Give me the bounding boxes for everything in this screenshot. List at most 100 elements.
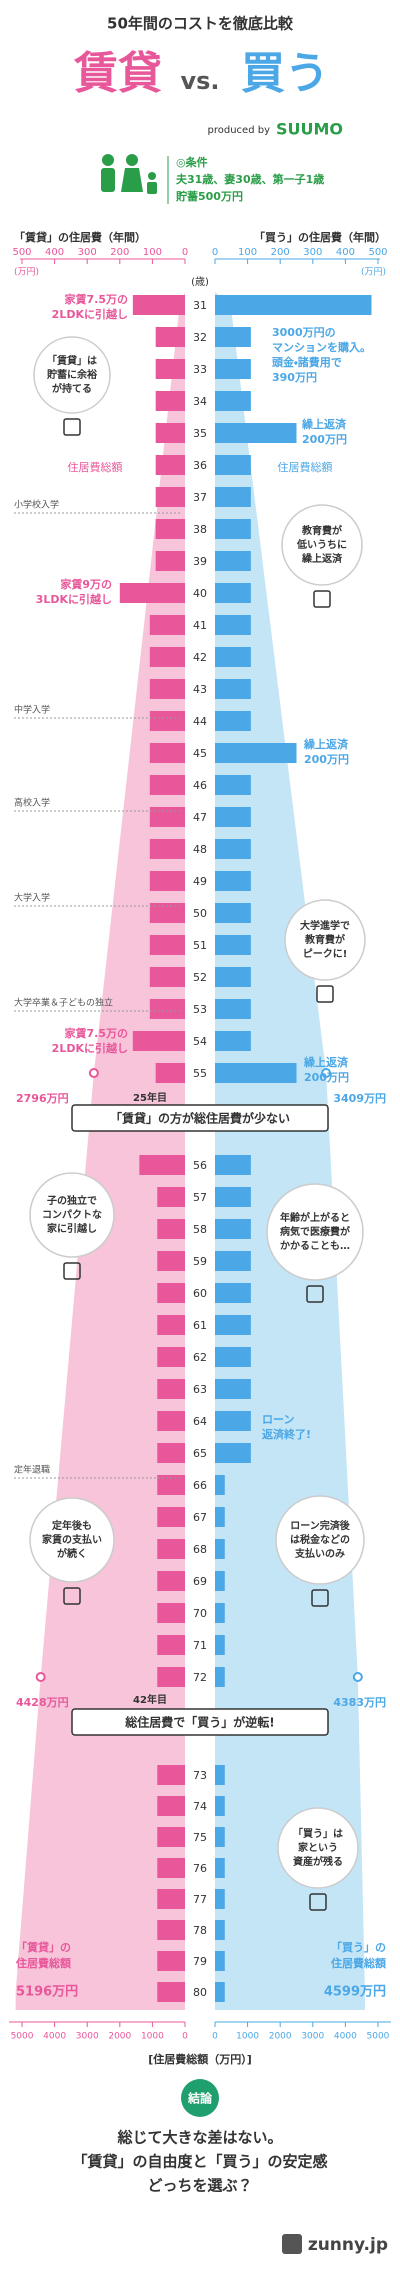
rent-bar bbox=[149, 999, 185, 1019]
rent-bar bbox=[157, 1219, 185, 1239]
age-box bbox=[186, 1315, 214, 1335]
rent-bar bbox=[155, 487, 185, 507]
age-label: 80 bbox=[193, 1986, 207, 1999]
age-box bbox=[186, 327, 214, 347]
annotation: 2LDKに引越し bbox=[52, 307, 128, 321]
x-tick-label: 0 bbox=[182, 2032, 188, 2042]
buy-bar bbox=[215, 807, 251, 827]
age-box bbox=[186, 359, 214, 379]
age-label: 60 bbox=[193, 1287, 207, 1300]
age-label: 79 bbox=[193, 1955, 207, 1968]
bubble-text: 家に引越し bbox=[47, 1222, 97, 1235]
age-label: 49 bbox=[193, 875, 207, 888]
age-label: 48 bbox=[193, 843, 207, 856]
condition: 貯蓄500万円 bbox=[175, 189, 243, 203]
rent-bar bbox=[157, 1889, 185, 1909]
rent-bar bbox=[157, 1920, 185, 1940]
buy-bar bbox=[215, 1219, 251, 1239]
speech-bubble bbox=[277, 1807, 359, 1889]
buy-bar bbox=[215, 1635, 225, 1655]
total-label: 「買う」の bbox=[331, 1940, 386, 1954]
rent-bar bbox=[157, 1443, 185, 1463]
total-value-label: 4599万円 bbox=[324, 1985, 386, 2000]
rent-bar bbox=[155, 455, 185, 475]
buy-bar bbox=[215, 1379, 251, 1399]
annotation: 返済終了! bbox=[262, 1427, 311, 1441]
rent-bar bbox=[149, 935, 185, 955]
x-tick-label: 2000 bbox=[269, 2032, 292, 2042]
rent-bar bbox=[157, 1539, 185, 1559]
annotation: 頭金・諸費用で bbox=[272, 355, 342, 369]
age-box bbox=[186, 807, 214, 827]
age-label: 37 bbox=[193, 491, 207, 504]
unit-right: (万円) bbox=[361, 267, 386, 278]
bubble-text: は税金などの bbox=[290, 1533, 350, 1546]
age-box bbox=[186, 1667, 214, 1687]
age-label: 67 bbox=[193, 1511, 207, 1524]
age-box bbox=[186, 1827, 214, 1847]
buy-bar bbox=[215, 1765, 225, 1785]
age-box bbox=[186, 1347, 214, 1367]
x-tick-label: 200 bbox=[110, 247, 129, 258]
age-label: 34 bbox=[193, 395, 207, 408]
cumulative-area bbox=[15, 292, 185, 2010]
buy-bar bbox=[215, 711, 251, 731]
total-value-label: 4383万円 bbox=[333, 1696, 386, 1709]
rent-bar bbox=[132, 1031, 185, 1051]
age-box bbox=[186, 455, 214, 475]
age-box bbox=[186, 871, 214, 891]
buy-bar bbox=[215, 1796, 225, 1816]
speech-bubble bbox=[284, 899, 366, 981]
bubble-text: 「買う」は bbox=[293, 1827, 343, 1840]
rent-bar bbox=[149, 775, 185, 795]
age-box bbox=[186, 423, 214, 443]
x-tick-label: 5000 bbox=[11, 2032, 34, 2042]
x-tick-label: 300 bbox=[303, 247, 322, 258]
face-icon bbox=[311, 1589, 329, 1607]
age-box bbox=[186, 1063, 214, 1083]
age-box bbox=[186, 615, 214, 635]
rent-bar bbox=[149, 807, 185, 827]
banner-box bbox=[71, 1104, 329, 1132]
buy-bar bbox=[215, 1411, 251, 1431]
bubble-text: 「賃貸」は bbox=[47, 354, 97, 367]
age-box bbox=[186, 711, 214, 731]
rent-bar bbox=[157, 1603, 185, 1623]
rent-bar bbox=[157, 1796, 185, 1816]
age-label: 42 bbox=[193, 651, 207, 664]
face-icon bbox=[63, 418, 81, 436]
annotation: 住居費総額 bbox=[68, 460, 123, 474]
rent-bar bbox=[157, 1982, 185, 2002]
rent-bar bbox=[157, 1858, 185, 1878]
age-box bbox=[186, 839, 214, 859]
age-label: 57 bbox=[193, 1191, 207, 1204]
annotation: 200万円 bbox=[302, 433, 347, 446]
buy-bar bbox=[215, 1507, 225, 1527]
rent-bar bbox=[149, 839, 185, 859]
buy-bar bbox=[215, 1315, 251, 1335]
age-label: 47 bbox=[193, 811, 207, 824]
annotation: 家賃9万の bbox=[60, 577, 112, 591]
age-label: 75 bbox=[193, 1831, 207, 1844]
total-axis-title: [住居費総額（万円）] bbox=[148, 2052, 252, 2066]
age-box bbox=[186, 935, 214, 955]
age-box bbox=[186, 1635, 214, 1655]
buy-bar bbox=[215, 839, 251, 859]
rent-bar bbox=[157, 1571, 185, 1591]
rent-bar bbox=[119, 583, 185, 603]
bubble-text: が持てる bbox=[52, 382, 92, 395]
speech-bubble bbox=[33, 336, 111, 414]
age-label: 72 bbox=[193, 1671, 207, 1684]
total-value-label: 3409万円 bbox=[333, 1092, 386, 1105]
x-tick-label: 100 bbox=[238, 247, 257, 258]
age-box bbox=[186, 775, 214, 795]
x-tick-label: 2000 bbox=[108, 2032, 131, 2042]
total-label: 「賃貸」の bbox=[16, 1940, 71, 1954]
total-marker bbox=[321, 1068, 332, 1078]
buy-bar bbox=[215, 1283, 251, 1303]
annotation: 200万円 bbox=[304, 1071, 349, 1084]
buy-bar bbox=[215, 967, 251, 987]
milestone: 大学入学 bbox=[14, 892, 50, 904]
produced-by: produced by bbox=[208, 125, 271, 136]
